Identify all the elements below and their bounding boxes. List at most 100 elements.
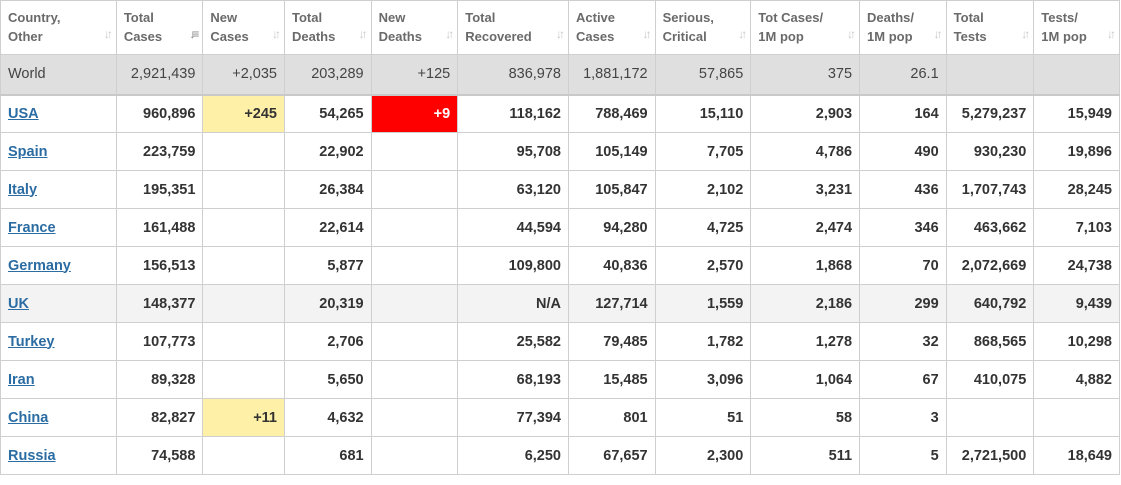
sort-both-icon[interactable]: ↓↑ [738, 27, 747, 41]
column-header-label: Recovered [465, 29, 532, 44]
cell-deaths-per-1m: 26.1 [859, 54, 947, 96]
cell-new-deaths [370, 132, 459, 171]
cell-country: USA [0, 94, 117, 133]
table-row: Iran 89,328 5,650 68,193 15,485 3,096 1,064 67 4… [0, 360, 1120, 399]
cell-total-deaths: 5,877 [284, 246, 372, 285]
cell-country: Spain [0, 132, 117, 171]
cell-country: Germany [0, 246, 117, 285]
column-header-total-tests[interactable]: Total Tests ↓↑ [945, 0, 1035, 55]
sort-both-icon[interactable]: ↓↑ [847, 27, 856, 41]
cell-total-deaths: 22,902 [284, 132, 372, 171]
cell-new-deaths [370, 246, 459, 285]
header-row: Country, Other ↓↑ Total Cases ↓≡ New Cases ↓↑ Tot… [0, 0, 1120, 55]
country-link[interactable]: Turkey [8, 333, 55, 350]
cell-serious-critical: 3,096 [654, 360, 752, 399]
cell-country: France [0, 208, 117, 247]
sort-both-icon[interactable]: ↓↑ [933, 27, 943, 41]
cell-total-deaths: 26,384 [284, 170, 372, 209]
sort-both-icon[interactable]: ↓↑ [272, 27, 281, 41]
cell-tot-cases-per-1m: 1,868 [750, 246, 861, 285]
cell-tot-cases-per-1m: 511 [750, 436, 861, 475]
cell-total-recovered: 44,594 [457, 208, 569, 247]
country-link[interactable]: Italy [8, 181, 38, 198]
cell-total-cases: 107,773 [115, 322, 204, 361]
cell-active-cases: 67,657 [568, 436, 656, 475]
column-header-active-cases[interactable]: Active Cases ↓↑ [568, 0, 656, 55]
cell-tests-per-1m: 15,949 [1033, 94, 1120, 133]
table-row: Russia 74,588 681 6,250 67,657 2,300 511 5 2,721… [0, 436, 1120, 475]
cell-total-cases: 161,488 [115, 208, 204, 247]
column-header-total-cases[interactable]: Total Cases ↓≡ [115, 0, 204, 55]
table-row: China 82,827 +11 4,632 77,394 801 51 58 3 [0, 398, 1120, 437]
cell-new-cases [202, 360, 285, 399]
column-header-label: Tests [953, 29, 987, 44]
country-link[interactable]: UK [8, 295, 29, 312]
cell-new-deaths [370, 436, 459, 475]
cell-deaths-per-1m: 164 [859, 94, 947, 133]
cell-country: Italy [0, 170, 117, 209]
sort-both-icon[interactable]: ↓↑ [1107, 27, 1116, 41]
cell-total-recovered: 77,394 [457, 398, 569, 437]
cell-tests-per-1m [1033, 54, 1120, 96]
coronavirus-stats-table: Country, Other ↓↑ Total Cases ↓≡ New Cases ↓↑ Tot… [0, 0, 1120, 475]
cell-total-cases: 89,328 [115, 360, 204, 399]
sort-both-icon[interactable]: ↓↑ [358, 27, 368, 41]
cell-total-cases: 195,351 [115, 170, 204, 209]
column-header-country[interactable]: Country, Other ↓↑ [0, 0, 117, 55]
sort-both-icon[interactable]: ↓↑ [445, 27, 454, 41]
cell-tests-per-1m: 18,649 [1033, 436, 1120, 475]
world-row: World 2,921,439 +2,035 203,289 +125 836,978 1,… [0, 54, 1120, 96]
column-header-tot-cases-per-1m[interactable]: Tot Cases/1M pop ↓↑ [750, 0, 861, 55]
column-header-label: Active [576, 10, 616, 25]
column-header-total-deaths[interactable]: Total Deaths ↓↑ [284, 0, 372, 55]
column-header-new-deaths[interactable]: New Deaths ↓↑ [370, 0, 459, 55]
cell-total-recovered: 95,708 [457, 132, 569, 171]
country-link[interactable]: Russia [8, 447, 56, 464]
sort-both-icon[interactable]: ↓↑ [642, 27, 652, 41]
column-header-label: Total [292, 10, 323, 25]
cell-new-cases [202, 208, 285, 247]
cell-total-recovered: 68,193 [457, 360, 569, 399]
cell-total-deaths: 5,650 [284, 360, 372, 399]
column-header-label: 1M pop [758, 29, 804, 44]
country-link[interactable]: France [8, 219, 56, 236]
column-header-label: Serious, [662, 10, 714, 25]
cell-total-cases: 2,921,439 [115, 54, 204, 96]
column-header-label: Total [953, 10, 984, 25]
column-header-deaths-per-1m[interactable]: Deaths/1M pop ↓↑ [859, 0, 947, 55]
cell-serious-critical: 4,725 [654, 208, 752, 247]
cell-new-deaths: +125 [370, 54, 459, 96]
cell-total-cases: 960,896 [115, 94, 204, 133]
country-link[interactable]: USA [8, 105, 39, 122]
cell-total-deaths: 54,265 [284, 94, 372, 133]
column-header-label: New [378, 10, 406, 25]
cell-active-cases: 15,485 [568, 360, 656, 399]
country-link[interactable]: Germany [8, 257, 71, 274]
column-header-total-recovered[interactable]: Total Recovered ↓↑ [457, 0, 569, 55]
cell-total-cases: 148,377 [115, 284, 204, 323]
column-header-tests-per-1m[interactable]: Tests/1M pop ↓↑ [1033, 0, 1120, 55]
cell-new-cases [202, 246, 285, 285]
cell-deaths-per-1m: 5 [859, 436, 947, 475]
cell-tests-per-1m: 28,245 [1033, 170, 1120, 209]
cell-serious-critical: 2,570 [654, 246, 752, 285]
cell-total-tests: 930,230 [945, 132, 1035, 171]
cell-country: Iran [0, 360, 117, 399]
sort-both-icon[interactable]: ↓↑ [556, 27, 565, 41]
cell-tests-per-1m [1033, 398, 1120, 437]
country-link[interactable]: China [8, 409, 49, 426]
column-header-serious-critical[interactable]: Serious, Critical ↓↑ [654, 0, 752, 55]
sort-both-icon[interactable]: ↓↑ [1021, 27, 1030, 41]
country-link[interactable]: Spain [8, 143, 48, 160]
cell-tot-cases-per-1m: 4,786 [750, 132, 861, 171]
cell-serious-critical: 57,865 [654, 54, 752, 96]
column-header-new-cases[interactable]: New Cases ↓↑ [202, 0, 285, 55]
cell-serious-critical: 1,559 [654, 284, 752, 323]
cell-total-cases: 74,588 [115, 436, 204, 475]
sort-descending-icon[interactable]: ↓≡ [189, 27, 199, 41]
cell-tot-cases-per-1m: 3,231 [750, 170, 861, 209]
cell-new-cases [202, 436, 285, 475]
sort-both-icon[interactable]: ↓↑ [103, 27, 113, 41]
cell-total-deaths: 20,319 [284, 284, 372, 323]
country-link[interactable]: Iran [8, 371, 35, 388]
